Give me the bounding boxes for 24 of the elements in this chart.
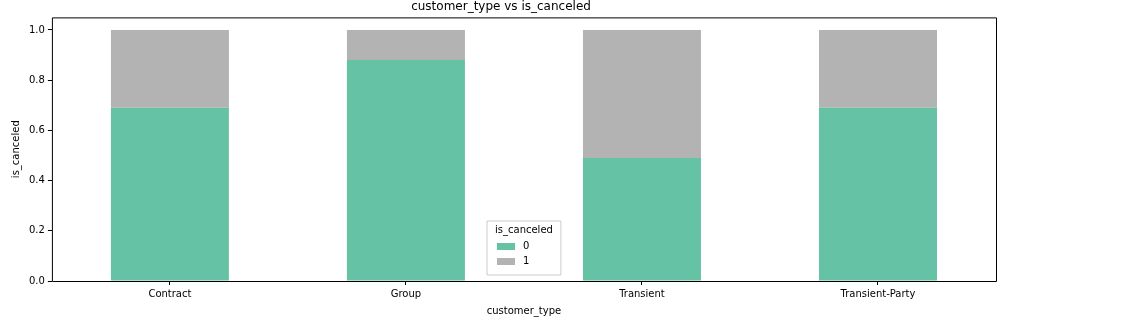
y-tick-label: 0.2 — [29, 224, 45, 236]
bar — [582, 157, 701, 281]
y-tick-label: 1.0 — [29, 23, 45, 35]
y-axis-title: is_canceled — [9, 120, 22, 179]
y-tick-label: 0.4 — [29, 174, 45, 186]
y-tick-label: 0.8 — [29, 73, 45, 85]
y-tick-label: 0.6 — [29, 123, 45, 135]
y-tick-label: 0.0 — [29, 274, 45, 286]
legend-title: is_canceled — [495, 223, 553, 236]
bar — [346, 29, 465, 61]
bar — [346, 60, 465, 281]
bar — [110, 107, 229, 281]
legend-label: 1 — [523, 254, 530, 266]
x-tick-label: Transient — [618, 287, 665, 299]
chart-title: customer_type vs is_canceled — [411, 0, 591, 14]
x-tick-label: Transient-Party — [839, 287, 916, 299]
bar — [582, 29, 701, 158]
bar — [818, 107, 937, 281]
x-axis-title: customer_type — [486, 304, 562, 317]
bar — [818, 29, 937, 108]
x-tick-label: Group — [390, 287, 422, 299]
bar — [110, 29, 229, 108]
x-tick-label: Contract — [148, 287, 192, 299]
legend-label: 0 — [523, 239, 530, 251]
